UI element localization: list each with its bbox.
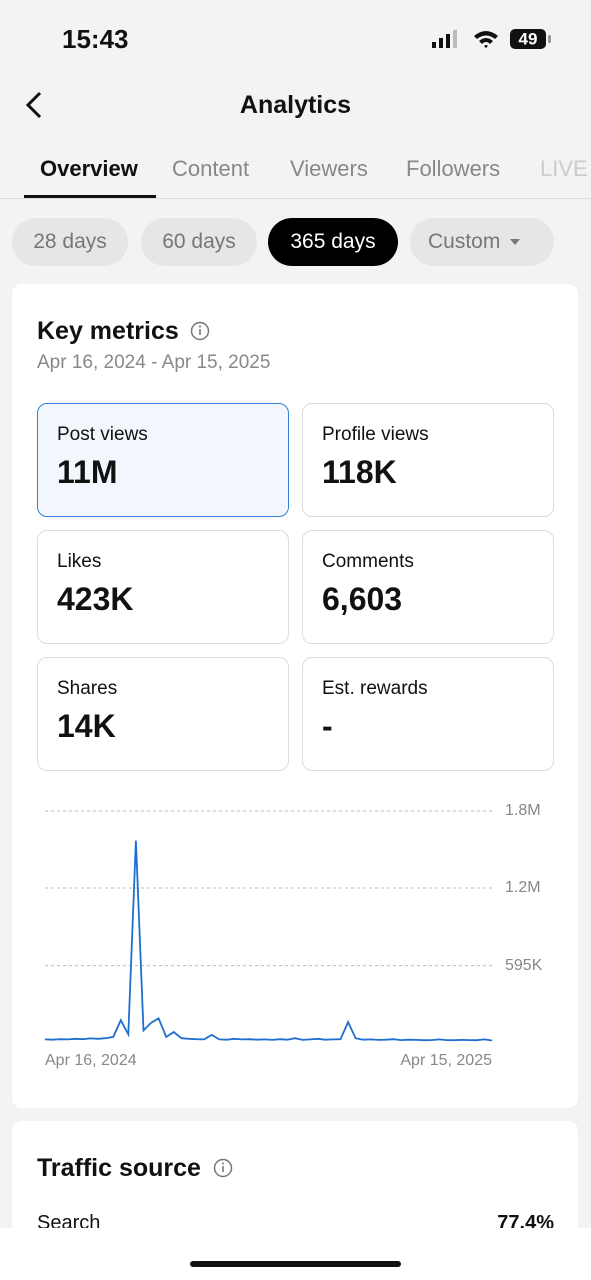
date-range: Apr 16, 2024 - Apr 15, 2025 (37, 352, 271, 373)
metric-card[interactable]: Est. rewards - (302, 657, 554, 771)
metric-label: Shares (57, 678, 118, 699)
x-tick-label: Apr 15, 2025 (400, 1052, 492, 1069)
y-tick-label: 1.2M (505, 879, 541, 896)
tab[interactable]: Overview (40, 156, 138, 181)
home-bar-area (0, 1228, 591, 1280)
chart: 595K 1.2M 1.8M Apr 16, 2024 Apr 15, 2025 (44, 802, 543, 1069)
dropdown-icon (510, 239, 521, 245)
metric-value: 14K (57, 708, 116, 744)
metric-card[interactable]: Shares 14K (37, 657, 289, 771)
divider (0, 198, 591, 199)
metric-value: - (322, 708, 333, 744)
metric-label: Post views (57, 424, 148, 445)
back-button[interactable] (22, 90, 46, 120)
metric-card[interactable]: Post views 11M (37, 403, 289, 517)
section-title: Key metrics (37, 317, 179, 346)
y-tick-label: 1.8M (505, 802, 541, 819)
y-tick-label: 595K (505, 957, 543, 974)
home-indicator (190, 1261, 401, 1267)
page-title: Analytics (239, 91, 352, 119)
metric-label: Likes (57, 551, 102, 572)
range-pill[interactable]: 365 days (268, 218, 398, 266)
range-pill[interactable]: 28 days (12, 218, 128, 266)
range-pill[interactable]: 60 days (141, 218, 257, 266)
info-icon[interactable] (190, 320, 212, 342)
metric-card[interactable]: Likes 423K (37, 530, 289, 644)
tab[interactable]: Viewers (290, 156, 368, 181)
battery-level: 49 (519, 29, 538, 48)
section-title: Traffic source (37, 1154, 201, 1182)
metric-card[interactable]: Comments 6,603 (302, 530, 554, 644)
line-series (44, 840, 493, 1042)
metric-value: 423K (57, 581, 134, 617)
metric-value: 6,603 (322, 581, 403, 617)
info-icon[interactable] (213, 1157, 235, 1179)
metric-value: 118K (322, 454, 397, 490)
status-time: 15:43 (62, 24, 129, 54)
metric-label: Profile views (322, 424, 429, 445)
tab[interactable]: Followers (406, 156, 501, 181)
metric-label: Est. rewards (322, 678, 428, 699)
x-tick-label: Apr 16, 2024 (45, 1052, 137, 1069)
metric-card[interactable]: Profile views 118K (302, 403, 554, 517)
tab[interactable]: LIVE (540, 156, 588, 181)
range-label: Custom (428, 230, 501, 253)
metric-value: 11M (57, 454, 118, 490)
status-icons: 49 (432, 29, 551, 49)
metric-label: Comments (322, 551, 414, 572)
tab-indicator (24, 195, 156, 198)
range-pill[interactable]: Custom (410, 218, 554, 266)
tab[interactable]: Content (172, 156, 250, 181)
title-text: Key metrics (37, 317, 179, 345)
